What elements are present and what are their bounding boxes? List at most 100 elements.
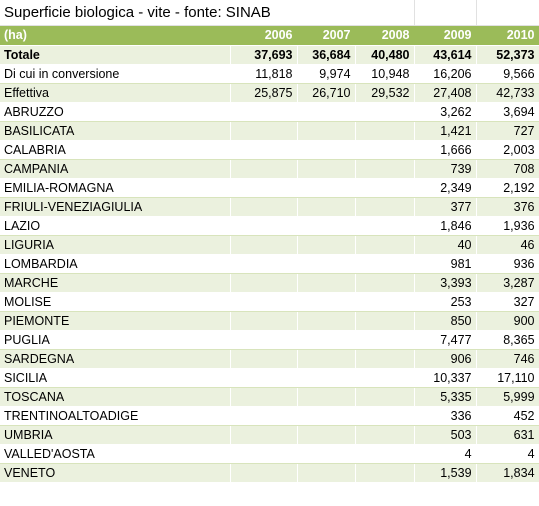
row-label[interactable]: MOLISE [0, 292, 231, 312]
value-cell[interactable]: 336 [414, 406, 477, 426]
value-cell[interactable] [230, 368, 298, 388]
row-label[interactable]: ABRUZZO [0, 102, 231, 122]
row-label[interactable]: VENETO [0, 463, 231, 483]
value-cell[interactable]: 10,948 [355, 64, 415, 84]
value-cell[interactable]: 2,003 [476, 140, 539, 160]
value-cell[interactable] [355, 140, 415, 160]
value-cell[interactable]: 10,337 [414, 368, 477, 388]
value-cell[interactable] [230, 292, 298, 312]
value-cell[interactable] [297, 444, 356, 464]
value-cell[interactable] [297, 330, 356, 350]
value-cell[interactable] [355, 159, 415, 179]
value-cell[interactable] [230, 463, 298, 483]
value-cell[interactable]: 1,936 [476, 216, 539, 236]
value-cell[interactable]: 8,365 [476, 330, 539, 350]
value-cell[interactable] [355, 311, 415, 331]
value-cell[interactable]: 11,818 [230, 64, 298, 84]
value-cell[interactable] [297, 368, 356, 388]
value-cell[interactable]: 936 [476, 254, 539, 274]
value-cell[interactable] [355, 387, 415, 407]
sheet-title[interactable]: Superficie biologica - vite - fonte: SIN… [0, 0, 356, 26]
value-cell[interactable] [230, 178, 298, 198]
row-label[interactable]: EMILIA-ROMAGNA [0, 178, 231, 198]
value-cell[interactable]: 37,693 [230, 45, 298, 65]
value-cell[interactable]: 17,110 [476, 368, 539, 388]
value-cell[interactable] [355, 444, 415, 464]
value-cell[interactable] [297, 102, 356, 122]
value-cell[interactable] [355, 102, 415, 122]
value-cell[interactable] [355, 178, 415, 198]
value-cell[interactable]: 26,710 [297, 83, 356, 103]
year-header[interactable]: 2007 [297, 25, 356, 46]
value-cell[interactable]: 708 [476, 159, 539, 179]
value-cell[interactable]: 327 [476, 292, 539, 312]
year-header[interactable]: 2010 [476, 25, 539, 46]
value-cell[interactable] [355, 216, 415, 236]
value-cell[interactable] [297, 406, 356, 426]
value-cell[interactable]: 25,875 [230, 83, 298, 103]
value-cell[interactable]: 1,846 [414, 216, 477, 236]
value-cell[interactable] [297, 254, 356, 274]
value-cell[interactable]: 4 [414, 444, 477, 464]
value-cell[interactable]: 981 [414, 254, 477, 274]
value-cell[interactable] [230, 425, 298, 445]
value-cell[interactable]: 9,566 [476, 64, 539, 84]
value-cell[interactable] [230, 444, 298, 464]
value-cell[interactable] [355, 292, 415, 312]
value-cell[interactable] [230, 140, 298, 160]
value-cell[interactable]: 42,733 [476, 83, 539, 103]
value-cell[interactable]: 52,373 [476, 45, 539, 65]
value-cell[interactable]: 3,694 [476, 102, 539, 122]
value-cell[interactable] [355, 463, 415, 483]
value-cell[interactable] [355, 368, 415, 388]
value-cell[interactable]: 850 [414, 311, 477, 331]
value-cell[interactable] [230, 235, 298, 255]
value-cell[interactable] [355, 121, 415, 141]
value-cell[interactable]: 5,999 [476, 387, 539, 407]
row-label[interactable]: SARDEGNA [0, 349, 231, 369]
value-cell[interactable] [355, 197, 415, 217]
value-cell[interactable] [297, 197, 356, 217]
value-cell[interactable] [355, 330, 415, 350]
value-cell[interactable]: 746 [476, 349, 539, 369]
value-cell[interactable] [297, 292, 356, 312]
value-cell[interactable] [230, 254, 298, 274]
row-label[interactable]: TRENTINOALTOADIGE [0, 406, 231, 426]
value-cell[interactable] [230, 387, 298, 407]
year-header[interactable]: 2008 [355, 25, 415, 46]
value-cell[interactable] [230, 121, 298, 141]
value-cell[interactable]: 4 [476, 444, 539, 464]
value-cell[interactable]: 36,684 [297, 45, 356, 65]
row-label[interactable]: CAMPANIA [0, 159, 231, 179]
value-cell[interactable]: 3,393 [414, 273, 477, 293]
value-cell[interactable] [230, 102, 298, 122]
value-cell[interactable] [355, 349, 415, 369]
value-cell[interactable] [297, 425, 356, 445]
row-label[interactable]: Di cui in conversione [0, 64, 231, 84]
empty-cell[interactable] [414, 0, 477, 26]
value-cell[interactable] [297, 121, 356, 141]
value-cell[interactable] [230, 330, 298, 350]
value-cell[interactable]: 1,421 [414, 121, 477, 141]
value-cell[interactable]: 40,480 [355, 45, 415, 65]
value-cell[interactable]: 452 [476, 406, 539, 426]
row-label[interactable]: BASILICATA [0, 121, 231, 141]
row-label[interactable]: PIEMONTE [0, 311, 231, 331]
value-cell[interactable]: 253 [414, 292, 477, 312]
value-cell[interactable]: 2,349 [414, 178, 477, 198]
row-label[interactable]: Totale [0, 45, 231, 65]
value-cell[interactable]: 9,974 [297, 64, 356, 84]
row-label[interactable]: SICILIA [0, 368, 231, 388]
value-cell[interactable]: 900 [476, 311, 539, 331]
row-label[interactable]: TOSCANA [0, 387, 231, 407]
year-header[interactable]: 2006 [230, 25, 298, 46]
value-cell[interactable] [230, 216, 298, 236]
empty-cell[interactable] [355, 0, 415, 26]
row-label[interactable]: LAZIO [0, 216, 231, 236]
value-cell[interactable] [297, 159, 356, 179]
value-cell[interactable] [297, 463, 356, 483]
value-cell[interactable]: 2,192 [476, 178, 539, 198]
value-cell[interactable] [297, 387, 356, 407]
value-cell[interactable] [230, 159, 298, 179]
value-cell[interactable] [355, 425, 415, 445]
